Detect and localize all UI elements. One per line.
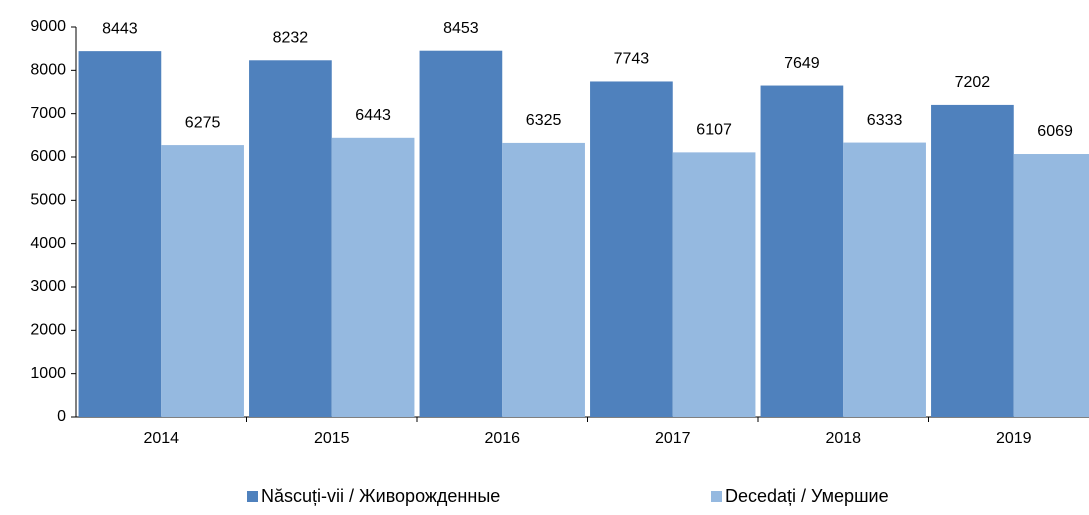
y-tick-label: 5000 bbox=[30, 192, 66, 209]
data-label: 8453 bbox=[443, 20, 479, 37]
x-tick-label: 2016 bbox=[484, 430, 520, 447]
bar bbox=[331, 137, 415, 417]
x-tick-label: 2019 bbox=[996, 430, 1032, 447]
y-tick-label: 2000 bbox=[30, 322, 66, 339]
y-tick-label: 6000 bbox=[30, 148, 66, 165]
legend-swatch bbox=[711, 491, 722, 502]
y-tick-label: 4000 bbox=[30, 235, 66, 252]
data-label: 6333 bbox=[867, 112, 903, 129]
data-label: 6443 bbox=[355, 107, 391, 124]
bar bbox=[843, 142, 926, 417]
bar bbox=[760, 85, 844, 417]
x-tick-label: 2018 bbox=[825, 430, 861, 447]
y-tick-label: 3000 bbox=[30, 278, 66, 295]
bar bbox=[672, 152, 756, 417]
y-tick-label: 9000 bbox=[30, 18, 66, 35]
bar bbox=[1013, 154, 1089, 417]
legend-swatch bbox=[247, 491, 258, 502]
legend-label: Decedați / Умершие bbox=[725, 486, 889, 506]
y-tick-label: 7000 bbox=[30, 105, 66, 122]
data-label: 6107 bbox=[696, 122, 732, 139]
data-label: 8232 bbox=[273, 29, 309, 46]
data-label: 7743 bbox=[614, 51, 650, 68]
x-tick-label: 2015 bbox=[314, 430, 350, 447]
data-label: 6325 bbox=[526, 112, 562, 129]
x-tick-label: 2014 bbox=[143, 430, 179, 447]
legend: Născuți-vii / Живорожденные Decedați / Ум… bbox=[247, 486, 889, 506]
bar bbox=[419, 50, 503, 417]
y-tick-label: 1000 bbox=[30, 365, 66, 382]
bar bbox=[590, 81, 673, 417]
x-tick-label: 2017 bbox=[655, 430, 691, 447]
bar bbox=[502, 142, 585, 417]
data-label: 6069 bbox=[1037, 123, 1073, 140]
bar bbox=[78, 51, 162, 418]
bar bbox=[161, 145, 244, 418]
data-label: 6275 bbox=[185, 114, 221, 131]
legend-label: Născuți-vii / Живорожденные bbox=[261, 486, 500, 506]
y-tick-label: 8000 bbox=[30, 62, 66, 79]
bar bbox=[249, 60, 332, 417]
data-label: 7649 bbox=[784, 55, 820, 72]
data-label: 7202 bbox=[955, 74, 991, 91]
y-tick-label: 0 bbox=[57, 408, 66, 425]
data-label: 8443 bbox=[102, 20, 138, 37]
bar bbox=[931, 104, 1014, 417]
